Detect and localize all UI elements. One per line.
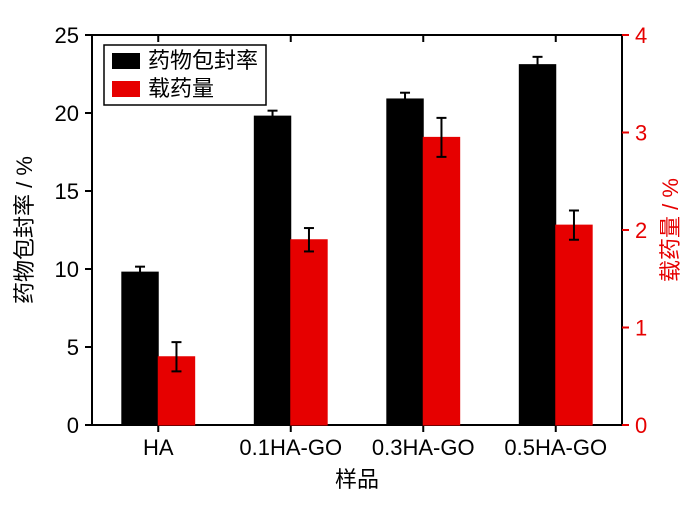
y-left-tick-label: 15 bbox=[55, 179, 79, 204]
legend-swatch bbox=[112, 53, 140, 69]
bar-left bbox=[122, 272, 158, 425]
y-left-tick-label: 0 bbox=[67, 413, 79, 438]
bar-right bbox=[291, 240, 327, 425]
x-category-label: 0.1HA-GO bbox=[239, 435, 342, 460]
y-left-tick-label: 20 bbox=[55, 101, 79, 126]
x-category-label: 0.5HA-GO bbox=[504, 435, 607, 460]
y-left-tick-label: 5 bbox=[67, 335, 79, 360]
y-left-tick-label: 10 bbox=[55, 257, 79, 282]
bar-right bbox=[556, 225, 592, 425]
legend-label: 载药量 bbox=[148, 76, 214, 101]
legend-label: 药物包封率 bbox=[148, 48, 258, 73]
bar-left bbox=[387, 99, 423, 425]
y-right-tick-label: 3 bbox=[635, 121, 647, 146]
x-axis-label: 样品 bbox=[335, 467, 379, 492]
y-right-tick-label: 0 bbox=[635, 413, 647, 438]
y-right-tick-label: 2 bbox=[635, 218, 647, 243]
chart-svg: 0 5 10 15 20 25 0 1 2 3 4 药物包封率 / % 载药量 / % HA 0.1HA-G… bbox=[0, 0, 689, 508]
x-category-label: 0.3HA-GO bbox=[372, 435, 475, 460]
dual-axis-bar-chart: 0 5 10 15 20 25 0 1 2 3 4 药物包封率 / % 载药量 / % HA 0.1HA-G… bbox=[0, 0, 689, 508]
bar-left bbox=[519, 65, 555, 425]
bar-right bbox=[423, 137, 459, 425]
y-left-axis-label: 药物包封率 / % bbox=[12, 156, 37, 304]
y-right-tick-label: 4 bbox=[635, 23, 647, 48]
legend-swatch bbox=[112, 81, 140, 97]
y-right-tick-label: 1 bbox=[635, 316, 647, 341]
y-right-axis-label: 载药量 / % bbox=[658, 178, 683, 282]
bar-left bbox=[254, 116, 290, 425]
x-category-label: HA bbox=[143, 435, 174, 460]
y-left-tick-label: 25 bbox=[55, 23, 79, 48]
